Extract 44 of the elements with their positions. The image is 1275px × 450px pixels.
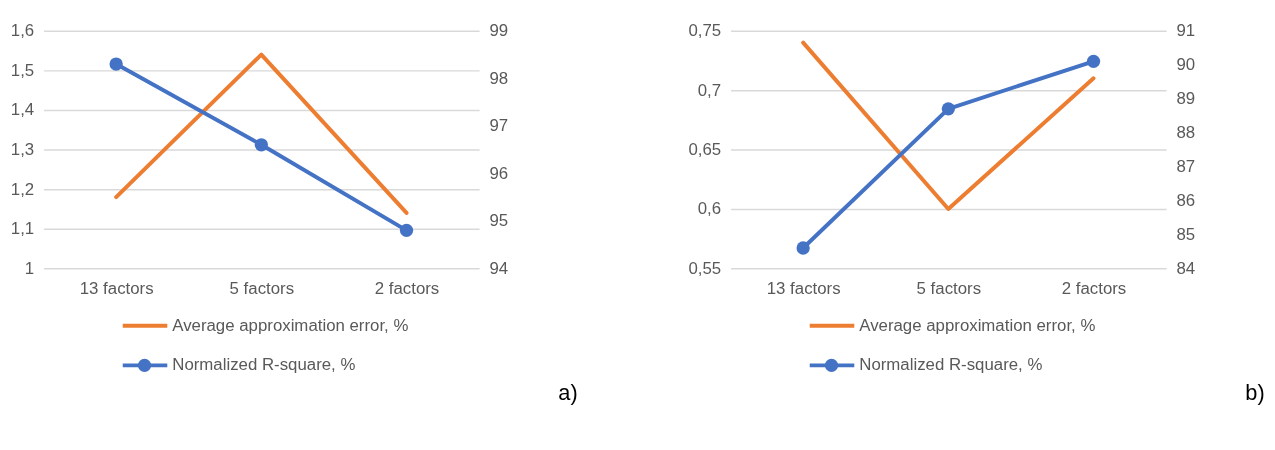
x-tick-label: 13 factors: [766, 278, 841, 298]
point: [399, 223, 414, 237]
y2-tick-label: 89: [1176, 89, 1196, 109]
legend-label: Normalized R-square, %: [172, 355, 356, 375]
y-tick-label: 0,6: [697, 199, 722, 219]
y2-tick-label: 94: [489, 258, 509, 278]
y-tick-label: 1,6: [10, 21, 35, 41]
text: b): [1245, 380, 1265, 406]
point: [941, 102, 955, 116]
x-tick-label: 2 factors: [374, 278, 440, 298]
point: [1086, 54, 1101, 68]
legend-label: Average approximation error, %: [859, 315, 1096, 335]
y2-tick-label: 96: [489, 163, 509, 183]
point: [796, 241, 810, 255]
y-tick-label: 1: [24, 258, 35, 278]
legend-label: Average approximation error, %: [172, 315, 409, 335]
point: [254, 138, 268, 152]
y-tick-label: 1,4: [10, 100, 35, 120]
y2-tick-label: 87: [1176, 156, 1196, 176]
y-tick-label: 1,5: [10, 60, 35, 80]
y2-tick-label: 88: [1176, 123, 1196, 143]
legend-label: Normalized R-square, %: [859, 355, 1043, 375]
x-tick-label: 5 factors: [916, 278, 982, 298]
x-tick-label: 13 factors: [79, 278, 154, 298]
y2-tick-label: 90: [1176, 55, 1196, 75]
y2-tick-label: 84: [1176, 258, 1196, 278]
y2-tick-label: 85: [1176, 224, 1196, 244]
y2-tick-label: 97: [489, 116, 509, 136]
x-tick-label: 2 factors: [1061, 278, 1127, 298]
y2-tick-label: 95: [489, 211, 509, 231]
y-tick-label: 1,1: [10, 219, 35, 239]
y2-tick-label: 99: [489, 21, 509, 41]
y2-tick-label: 86: [1176, 190, 1196, 210]
y-tick-label: 0,7: [697, 80, 722, 100]
y-tick-label: 1,3: [10, 140, 35, 160]
x-tick-label: 5 factors: [229, 278, 295, 298]
y-tick-label: 0,55: [688, 258, 722, 278]
text: a): [558, 380, 578, 406]
point: [109, 57, 123, 71]
y2-tick-label: 91: [1176, 21, 1196, 41]
y-tick-label: 0,65: [688, 140, 722, 160]
y-tick-label: 1,2: [10, 179, 35, 199]
y2-tick-label: 98: [489, 68, 509, 88]
y-tick-label: 0,75: [688, 21, 722, 41]
